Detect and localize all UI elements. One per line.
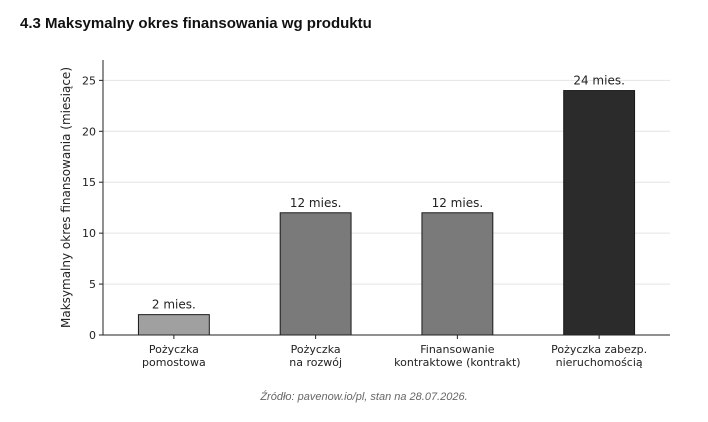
y-tick-label: 20 xyxy=(82,125,96,138)
x-tick-label: Pożyczka zabezp. xyxy=(551,343,647,356)
data-label: 12 mies. xyxy=(290,196,342,210)
bar xyxy=(563,90,636,336)
y-tick-label: 5 xyxy=(89,278,96,291)
x-tick-label: pomostowa xyxy=(142,356,206,369)
y-tick-label: 25 xyxy=(82,74,96,87)
data-label: 2 mies. xyxy=(152,298,196,312)
data-labels: 2 mies. 12 mies. 12 mies. 24 mies. xyxy=(152,74,625,312)
y-axis-label: Maksymalny okres finansowania (miesiące) xyxy=(59,67,73,328)
x-tick-label: na rozwój xyxy=(289,356,342,369)
data-label: 24 mies. xyxy=(573,74,625,88)
axes xyxy=(102,60,670,336)
data-label: 12 mies. xyxy=(432,196,484,210)
x-tick-label: kontraktowe (kontrakt) xyxy=(394,356,520,369)
bars-group xyxy=(137,90,636,336)
x-tick-label: Pożyczka xyxy=(291,343,341,356)
bar xyxy=(279,212,352,336)
y-tick-label: 10 xyxy=(82,227,96,240)
source-note: Źródło: pavenow.io/pl, stan na 28.07.202… xyxy=(260,391,468,403)
bar xyxy=(421,212,494,336)
y-tick-label: 0 xyxy=(89,329,96,342)
x-tick-label: Finansowanie xyxy=(420,343,494,356)
y-tick-label: 15 xyxy=(82,176,96,189)
x-tick-label: nieruchomością xyxy=(556,356,643,369)
x-tick-label: Pożyczka xyxy=(149,343,199,356)
y-ticks: 0 5 10 15 20 25 xyxy=(82,74,103,342)
bar xyxy=(137,314,210,336)
section-heading: 4.3 Maksymalny okres finansowania wg pro… xyxy=(20,15,372,32)
